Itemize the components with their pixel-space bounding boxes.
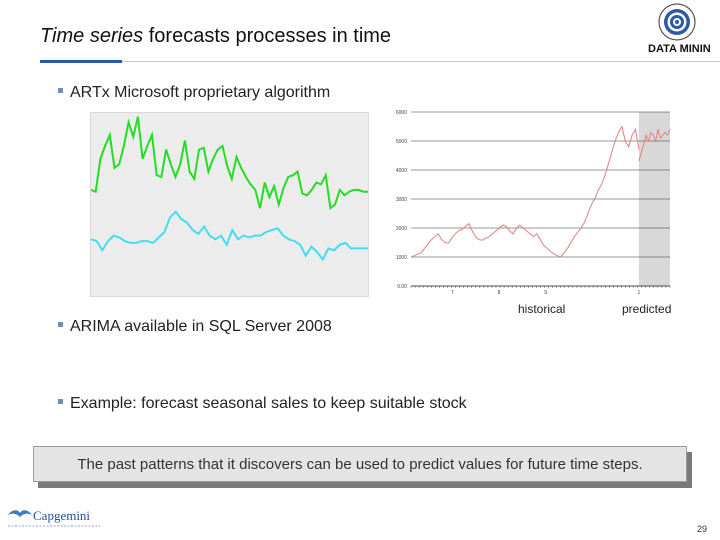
capgemini-wordmark: Capgemini: [33, 508, 90, 523]
title-divider-accent: [40, 60, 122, 63]
stock-forecast-chart: 0.00 1000 2000 3000 4000 5000 6000 7 8 9 1: [396, 110, 671, 296]
bullet-marker-icon: [58, 322, 63, 328]
y-tick-label: 3000: [396, 197, 407, 203]
x-tick-label: 9: [544, 290, 547, 296]
slide-title: Time series forecasts processes in time: [40, 25, 392, 47]
x-tick-label: 7: [451, 290, 454, 296]
x-tick-label: 1: [638, 290, 641, 296]
label-predicted: predicted: [622, 302, 672, 316]
y-tick-label: 5000: [396, 139, 407, 145]
y-tick-label: 4000: [396, 168, 407, 174]
series-line-1: [91, 116, 368, 211]
y-tick-label: 1000: [396, 255, 407, 261]
label-historical: historical: [518, 302, 566, 316]
brand-label: DATA MININ: [648, 43, 711, 55]
bullet-example: Example: forecast seasonal sales to keep…: [58, 395, 467, 413]
cyclical-lines-chart: [90, 112, 369, 297]
bullet-marker-icon: [58, 399, 63, 405]
x-tick-label: 8: [498, 290, 501, 296]
callout-box: The past patterns that it discovers can …: [33, 446, 687, 482]
target-logo-icon: [658, 3, 696, 41]
y-tick-label: 0.00: [397, 284, 407, 290]
series-line-2: [91, 210, 368, 262]
y-tick-label: 2000: [396, 226, 407, 232]
y-tick-label: 6000: [396, 110, 407, 116]
series-line-historical: [410, 125, 640, 258]
page-number: 29: [697, 524, 708, 534]
bullet-artx: ARTx Microsoft proprietary algorithm: [58, 84, 330, 102]
bullet-marker-icon: [58, 88, 63, 94]
capgemini-logo-icon: Capgemini: [8, 508, 100, 527]
bullet-arima: ARIMA available in SQL Server 2008: [58, 318, 332, 336]
title-divider: [40, 61, 720, 62]
series-line-predicted: [638, 129, 671, 162]
